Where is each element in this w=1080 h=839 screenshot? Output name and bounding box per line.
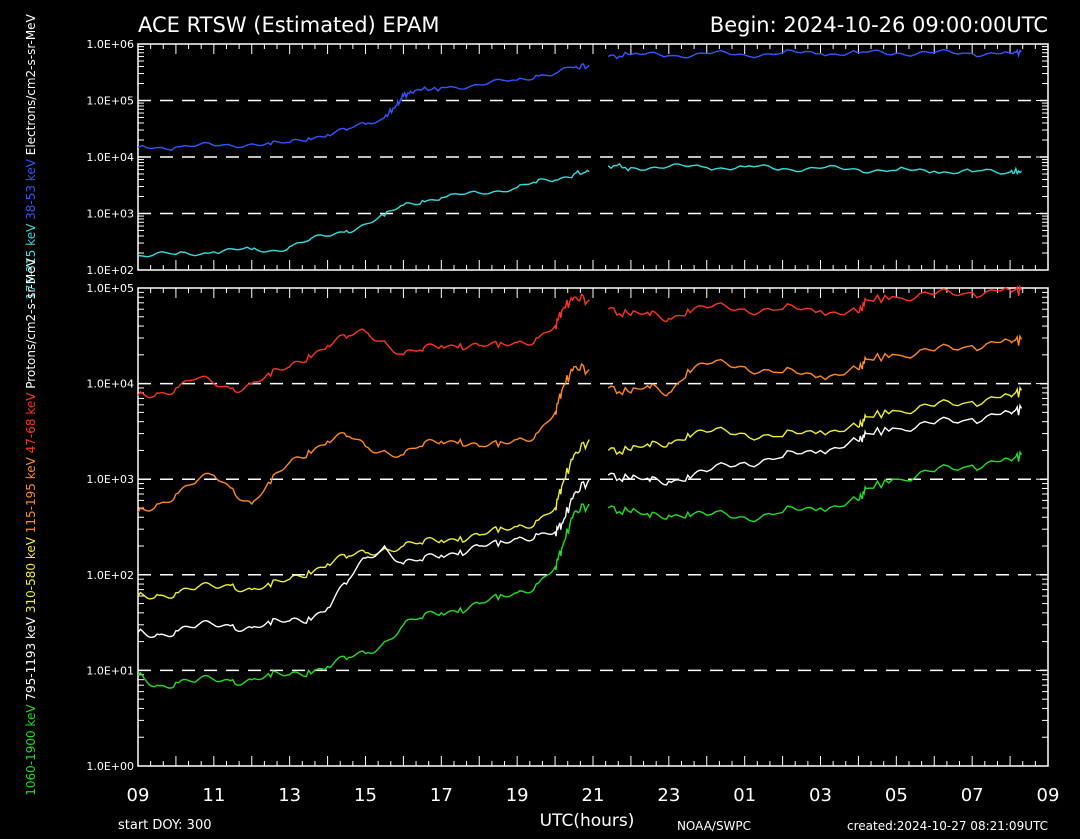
- proton-ylabel-text: 1060-1900 keV 795-1193 keV 310-580 keV 1…: [24, 257, 38, 795]
- source-label: NOAA/SWPC: [677, 819, 751, 833]
- proton-series: [137, 284, 1023, 689]
- electron-series-38-53-kev: [607, 48, 1022, 60]
- x-tick-label: 01: [733, 785, 756, 806]
- electron-y-tick-label: 1.0E+02: [86, 264, 134, 277]
- x-tick-label: 23: [657, 785, 680, 806]
- electron-gridlines: [138, 99, 1048, 215]
- electron-ylabel-series: 175-315 keV: [24, 220, 38, 300]
- begin-time: Begin: 2024-10-26 09:00:00UTC: [710, 13, 1048, 37]
- x-tick-label: 03: [809, 785, 832, 806]
- proton-y-tick-label: 1.0E+05: [86, 282, 134, 295]
- proton-ylabel-series: 47-68 keV: [24, 389, 38, 454]
- proton-y-axis-label: 1060-1900 keV 795-1193 keV 310-580 keV 1…: [24, 257, 38, 795]
- proton-series-47-68-kev: [607, 284, 1023, 323]
- electron-ylabel-text: 175-315 keV 38-53 keV Electrons/cm2-s-sr…: [24, 13, 38, 299]
- proton-series-115-195-kev: [607, 333, 1023, 397]
- proton-series-795-1193-kev: [607, 403, 1023, 486]
- proton-series-1060-1900-kev: [137, 503, 590, 689]
- electron-y-tick-label: 1.0E+04: [86, 151, 134, 164]
- proton-panel-frame: [137, 287, 1049, 767]
- electron-y-tick-label: 1.0E+05: [86, 95, 134, 108]
- electron-series: [137, 48, 1022, 258]
- proton-y-tick-label: 1.0E+04: [86, 378, 134, 391]
- x-tick-label: 09: [127, 785, 150, 806]
- x-tick-label: 11: [202, 785, 225, 806]
- x-tick-label: 13: [278, 785, 301, 806]
- proton-series-310-580-kev: [607, 385, 1023, 456]
- electron-y-axis-label: 175-315 keV 38-53 keV Electrons/cm2-s-sr…: [24, 13, 38, 299]
- created-timestamp: created:2024-10-27 08:21:09UTC: [847, 819, 1048, 833]
- electron-y-tick-label: 1.0E+06: [86, 38, 134, 51]
- electron-series-175-315-kev: [607, 162, 1022, 176]
- proton-series-1060-1900-kev: [607, 449, 1023, 523]
- proton-gridlines: [138, 382, 1048, 672]
- x-tick-label: 19: [506, 785, 529, 806]
- proton-ylabel-series: 310-580 keV: [24, 533, 38, 613]
- electron-series-175-315-kev: [137, 169, 590, 258]
- proton-series-310-580-kev: [137, 439, 590, 600]
- electron-y-tick-label: 1.0E+03: [86, 208, 134, 221]
- proton-series-47-68-kev: [137, 293, 590, 399]
- proton-series-795-1193-kev: [137, 478, 590, 639]
- proton-y-tick-label: 1.0E+00: [86, 760, 134, 773]
- x-tick-label: 07: [961, 785, 984, 806]
- chart-title: ACE RTSW (Estimated) EPAM: [138, 13, 440, 37]
- x-tick-label: 17: [430, 785, 453, 806]
- proton-series-115-195-kev: [137, 362, 590, 513]
- x-axis-label: UTC(hours): [540, 811, 635, 831]
- x-tick-label: 21: [582, 785, 605, 806]
- x-tick-label: 09: [1037, 785, 1060, 806]
- proton-ylabel-units: Protons/cm2-s-sr-MeV: [24, 257, 38, 388]
- electron-series-38-53-kev: [137, 63, 590, 152]
- electron-ylabel-units: Electrons/cm2-s-sr-MeV: [24, 13, 38, 155]
- start-doy: start DOY: 300: [118, 818, 211, 833]
- x-ticks: 09 11 13 15 17 19 21 23 01 03 05 07 09: [127, 785, 1060, 806]
- proton-y-tick-label: 1.0E+03: [86, 473, 134, 486]
- electron-ylabel-series: 38-53 keV: [24, 155, 38, 220]
- proton-y-tick-label: 1.0E+02: [86, 569, 134, 582]
- x-tick-label: 15: [354, 785, 377, 806]
- proton-y-tick-label: 1.0E+01: [86, 664, 134, 677]
- proton-ylabel-series: 795-1193 keV: [24, 613, 38, 701]
- proton-y-ticks: 1.0E+00 1.0E+01 1.0E+02 1.0E+03 1.0E+04 1.0E+…: [86, 282, 1049, 773]
- proton-ylabel-series: 115-195 keV: [24, 453, 38, 533]
- proton-ylabel-series: 1060-1900 keV: [24, 701, 38, 796]
- electron-y-ticks: 1.0E+02 1.0E+03 1.0E+04 1.0E+05 1.0E+06: [86, 38, 1049, 277]
- x-tick-label: 05: [885, 785, 908, 806]
